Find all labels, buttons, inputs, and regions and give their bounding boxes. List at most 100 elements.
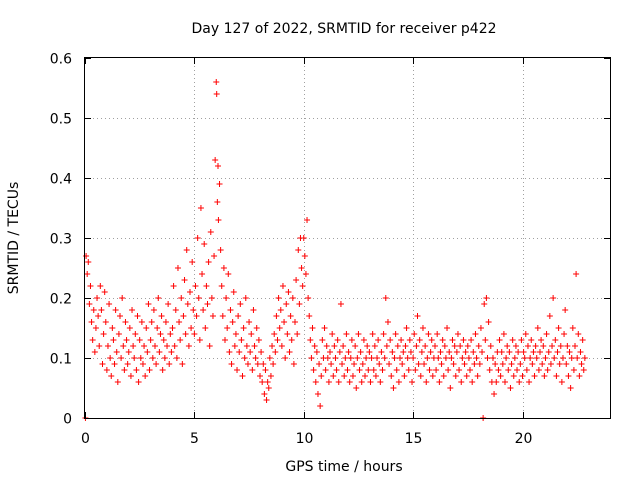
data-point [441,343,448,349]
data-point [172,307,179,313]
data-point [287,313,294,319]
data-point [427,349,434,355]
data-point [275,295,282,301]
data-point [496,337,503,343]
data-point [377,379,384,385]
data-point [296,301,303,307]
data-point [284,331,291,337]
data-point [569,325,576,331]
data-point [147,337,154,343]
data-point [423,379,430,385]
data-point [497,373,504,379]
data-point [567,385,574,391]
data-point [543,331,550,337]
data-point [398,337,405,343]
data-point [515,349,522,355]
chart-title: Day 127 of 2022, SRMTID for receiver p42… [191,21,496,37]
data-point [368,355,375,361]
data-point [468,337,475,343]
data-point [380,331,387,337]
data-point [208,295,215,301]
data-point [266,355,273,361]
data-point [484,355,491,361]
data-point [150,307,157,313]
data-point [333,367,340,373]
data-point [416,337,423,343]
data-point [158,313,165,319]
data-point [218,283,225,289]
data-point [135,379,142,385]
data-point [540,343,547,349]
data-point [564,343,571,349]
data-point [418,349,425,355]
data-point [249,367,256,373]
data-point [196,337,203,343]
data-point [161,355,168,361]
data-point [356,367,363,373]
data-point [524,343,531,349]
data-point [295,247,302,253]
data-point [407,349,414,355]
data-points [82,79,588,421]
data-point [404,355,411,361]
y-tick-labels: 0 0.1 0.2 0.3 0.4 0.5 0.6 [50,52,72,428]
data-point [561,331,568,337]
data-point [294,331,301,337]
data-point [299,283,306,289]
data-point [526,379,533,385]
data-point [254,361,261,367]
data-point [181,277,188,283]
data-point [426,367,433,373]
data-point [183,247,190,253]
data-point [100,331,107,337]
data-point [472,331,479,337]
data-point [522,331,529,337]
data-point [146,367,153,373]
data-point [282,355,289,361]
data-point [557,343,564,349]
data-point [514,367,521,373]
data-point [274,337,281,343]
data-point [195,295,202,301]
data-point [322,367,329,373]
data-point [184,301,191,307]
data-point [305,295,312,301]
data-point [120,343,127,349]
data-point [542,355,549,361]
data-point [369,331,376,337]
data-point [149,355,156,361]
data-point [131,355,138,361]
data-point [309,325,316,331]
data-point [500,331,507,337]
data-point [436,379,443,385]
data-point [222,337,228,343]
data-point [562,307,569,313]
data-point [357,349,364,355]
data-point [528,337,535,343]
data-point [212,157,219,163]
data-point [453,349,460,355]
data-point [238,337,245,343]
data-point [449,337,456,343]
data-point [342,355,349,361]
data-point [289,295,296,301]
data-point [243,343,250,349]
data-point [235,313,242,319]
data-point [109,325,116,331]
y-tick-label: 0.4 [50,172,72,188]
data-point [365,367,372,373]
data-point [169,325,176,331]
data-point [313,349,320,355]
data-point [351,361,358,367]
y-tick-label: 0.6 [50,52,72,68]
data-point [378,349,385,355]
data-point [113,349,120,355]
x-tick-label: 5 [190,431,199,447]
data-point [412,367,419,373]
y-axis-label: SRMTID / TECUs [6,182,22,295]
data-point [328,361,335,367]
data-point [311,343,318,349]
data-point [446,349,453,355]
data-point [498,349,505,355]
data-point [332,355,339,361]
